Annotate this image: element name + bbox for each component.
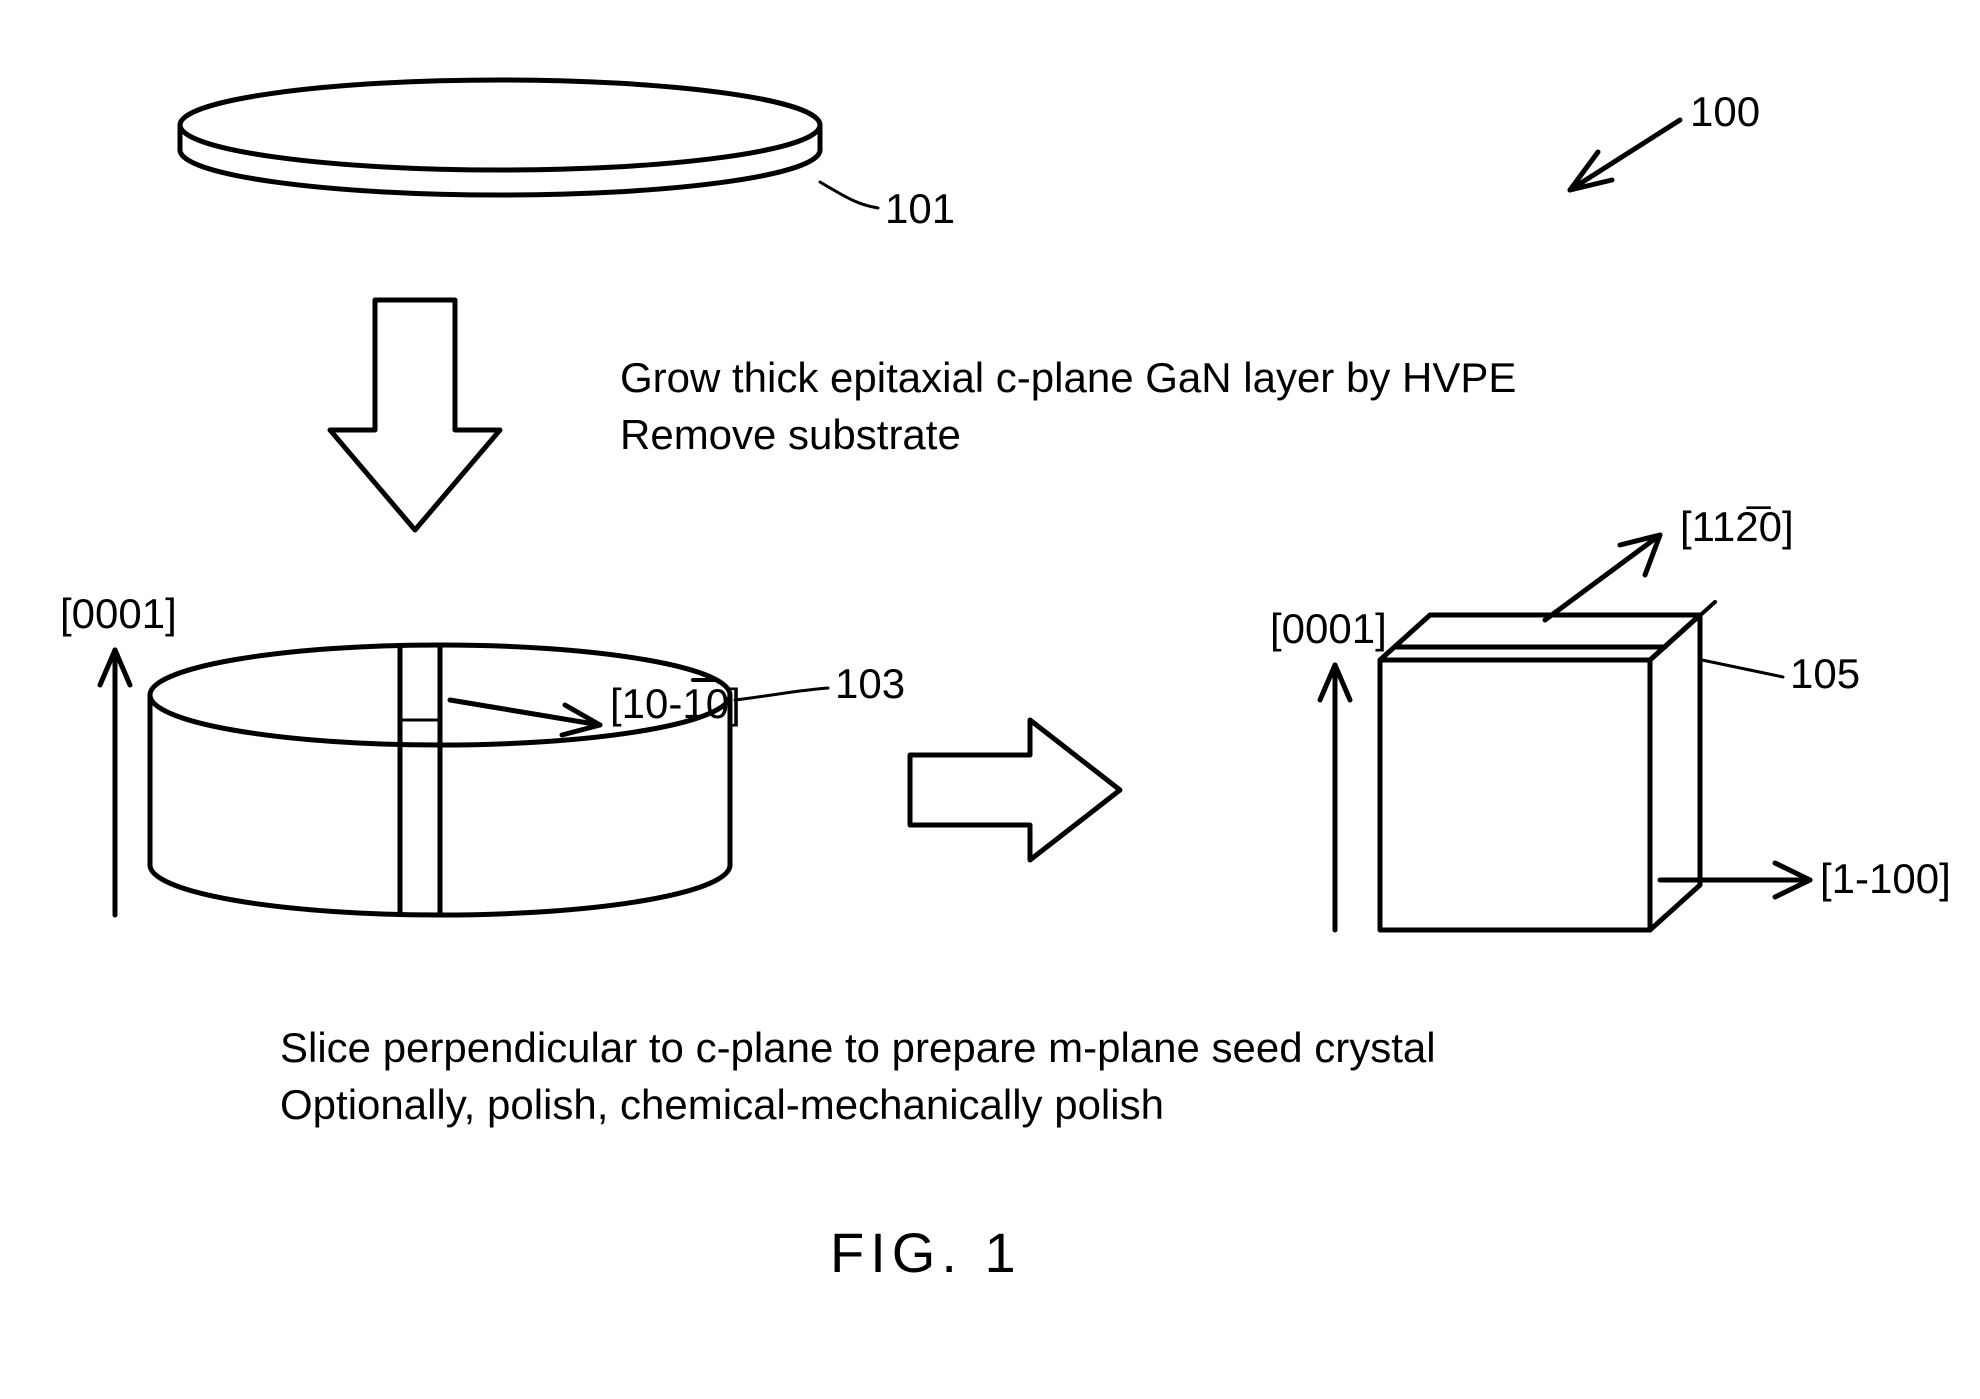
down-block-arrow	[330, 300, 500, 530]
boule-0001-text: [0001]	[60, 590, 177, 638]
label-105: 105	[1790, 650, 1860, 698]
substrate-disc	[180, 80, 820, 195]
seed-1100-arrow	[1660, 863, 1810, 897]
seed-1120-arrow	[1545, 535, 1660, 620]
ref-100-arrow	[1570, 120, 1680, 190]
seed-1100-text: [1-100]	[1820, 855, 1951, 903]
step2-text: Slice perpendicular to c-plane to prepar…	[280, 1020, 1436, 1133]
label-101: 101	[885, 185, 955, 233]
boule-1010-arrow	[450, 700, 600, 735]
seed-0001-text: [0001]	[1270, 605, 1387, 653]
leader-105	[1702, 660, 1783, 677]
seed-1120-text: [112̅0]	[1680, 503, 1794, 551]
boule-0001-arrow	[100, 650, 130, 915]
step1-text: Grow thick epitaxial c-plane GaN layer b…	[620, 350, 1516, 463]
label-100: 100	[1690, 88, 1760, 136]
leader-101	[820, 182, 878, 208]
right-block-arrow	[910, 720, 1120, 860]
figure-title: FIG. 1	[830, 1220, 1022, 1285]
leader-103	[735, 688, 828, 700]
label-103: 103	[835, 660, 905, 708]
seed-0001-arrow	[1320, 665, 1350, 930]
boule-1010-text: [10-10]	[610, 680, 741, 728]
figure-svg	[0, 0, 1980, 1399]
